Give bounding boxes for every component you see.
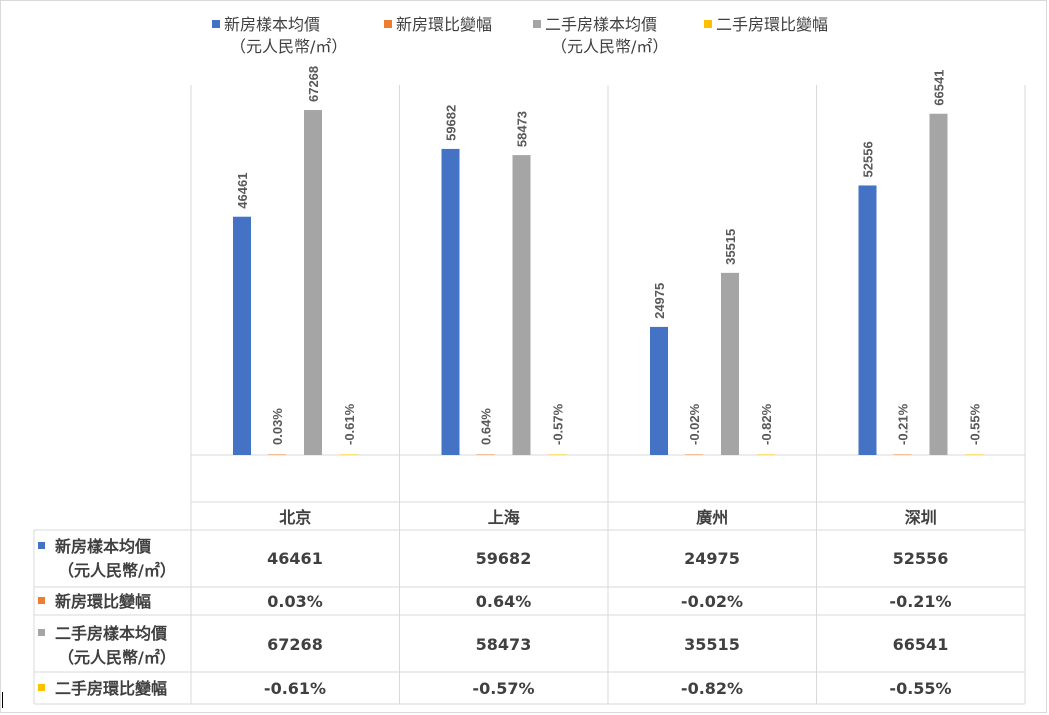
data-label: 58473 [515, 111, 530, 147]
row-label-unit: （元人民幣/㎡） [58, 561, 176, 580]
data-label: 66541 [932, 70, 947, 106]
legend-swatch [704, 20, 712, 28]
bar [858, 185, 877, 455]
data-label: -0.57% [551, 403, 566, 445]
bar [893, 454, 912, 455]
legend-item-used-change: 二手房環比變幅 [704, 14, 828, 36]
data-label: 67268 [306, 66, 321, 102]
table-cell: -0.21% [889, 592, 952, 611]
legend-label-unit: （元人民幣/㎡） [230, 37, 348, 56]
table-cell: -0.57% [472, 679, 535, 698]
row-label-unit: （元人民幣/㎡） [58, 648, 176, 667]
bar [441, 148, 460, 455]
table-cell: 0.03% [267, 592, 323, 611]
table-cell: -0.82% [680, 679, 744, 698]
legend-swatch [212, 20, 220, 28]
data-label: 46461 [235, 173, 250, 209]
row-swatch [38, 542, 45, 549]
table-cell: -0.55% [889, 679, 952, 698]
data-label: -0.61% [342, 403, 357, 445]
data-label: -0.02% [687, 403, 702, 445]
data-label: 35515 [723, 229, 738, 265]
category-label: 上海 [488, 508, 520, 527]
row-label-text: 二手房樣本均價 [55, 624, 168, 643]
row-swatch [38, 597, 45, 604]
table-cell: 52556 [892, 549, 949, 568]
bar [965, 454, 984, 455]
legend-label: 二手房樣本均價 [545, 15, 658, 34]
row-label-text: 新房樣本均價 [55, 537, 152, 556]
bar [650, 326, 668, 455]
legend-swatch [384, 20, 392, 28]
text-cursor [2, 692, 3, 708]
bar [268, 454, 286, 455]
table-row-label-new-price: 新房樣本均價 （元人民幣/㎡） [38, 535, 176, 583]
table-row-label-new-change: 新房環比變幅 [38, 590, 151, 614]
legend-item-new-price: 新房樣本均價 （元人民幣/㎡） [212, 14, 347, 58]
row-swatch [38, 684, 45, 691]
table-cell: 67268 [267, 635, 323, 654]
legend-label: 二手房環比變幅 [716, 15, 829, 34]
table-cell: 24975 [684, 549, 740, 568]
legend-item-new-change: 新房環比變幅 [384, 14, 492, 36]
legend-swatch [533, 20, 541, 28]
table-cell: 0.64% [475, 592, 532, 611]
bar [512, 155, 531, 455]
bar [757, 454, 775, 455]
table-row-label-used-price: 二手房樣本均價 （元人民幣/㎡） [38, 622, 176, 670]
data-label: 52556 [861, 141, 876, 177]
data-label: 59682 [444, 105, 459, 141]
bar [340, 454, 358, 455]
table-cell: 35515 [684, 635, 740, 654]
row-label-text: 二手房環比變幅 [55, 679, 168, 698]
table-row-label-used-change: 二手房環比變幅 [38, 677, 167, 701]
bar [721, 272, 739, 455]
bar [685, 454, 703, 455]
row-swatch [38, 629, 45, 636]
legend-label: 新房環比變幅 [396, 15, 493, 34]
legend-label-unit: （元人民幣/㎡） [551, 37, 669, 56]
table-cell: -0.61% [263, 679, 327, 698]
table-cell: 59682 [475, 549, 532, 568]
table-cell: 66541 [892, 635, 949, 654]
data-label: 0.64% [479, 408, 494, 445]
table-cell: -0.02% [680, 592, 744, 611]
data-label: 0.03% [270, 408, 285, 445]
data-label: -0.82% [759, 403, 774, 445]
category-label: 深圳 [905, 508, 937, 527]
bar [233, 216, 251, 455]
bar [929, 113, 948, 455]
bar [304, 110, 322, 455]
data-label: 24975 [652, 283, 667, 319]
category-label: 廣州 [696, 508, 728, 527]
table-cell: 46461 [267, 549, 323, 568]
data-label: -0.21% [896, 403, 911, 445]
table-cell: 58473 [475, 635, 532, 654]
data-label: -0.55% [968, 403, 983, 445]
bar [548, 454, 567, 455]
legend-item-used-price: 二手房樣本均價 （元人民幣/㎡） [533, 14, 668, 58]
bar [476, 454, 495, 455]
category-label: 北京 [279, 508, 311, 527]
row-label-text: 新房環比變幅 [55, 592, 152, 611]
legend: 新房樣本均價 （元人民幣/㎡） 新房環比變幅 二手房樣本均價 （元人民幣/㎡） … [0, 14, 1049, 64]
legend-label: 新房樣本均價 [224, 15, 321, 34]
